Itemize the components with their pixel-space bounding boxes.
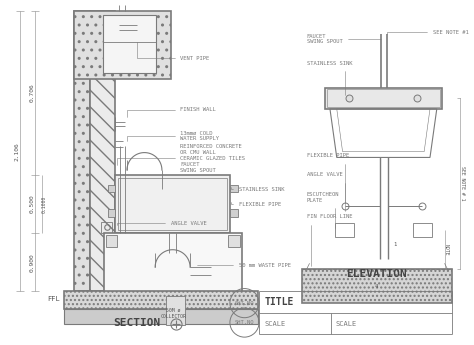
Bar [228, 235, 240, 247]
Bar [73, 11, 171, 79]
Text: STAINLESS SINK: STAINLESS SINK [231, 187, 284, 192]
Bar [327, 89, 440, 107]
Bar [115, 175, 230, 233]
Bar [325, 88, 442, 109]
Text: ANGLE VALVE: ANGLE VALVE [117, 221, 206, 226]
Bar [106, 235, 117, 247]
Text: NOTE: NOTE [444, 244, 449, 255]
Bar [118, 178, 227, 230]
Text: SCALE: SCALE [265, 321, 286, 326]
Text: 4: 4 [375, 284, 378, 289]
Text: SEE NOTE #1: SEE NOTE #1 [387, 30, 469, 34]
Text: SHT.NO: SHT.NO [235, 320, 254, 325]
Text: 2.106: 2.106 [15, 142, 20, 160]
Text: STAINLESS SINK: STAINLESS SINK [307, 61, 352, 96]
Text: 0.900: 0.900 [29, 253, 34, 272]
Bar [90, 11, 115, 292]
Text: 13mmø COLD
WATER SUPPLY: 13mmø COLD WATER SUPPLY [127, 131, 219, 141]
Bar [335, 224, 354, 237]
Bar [412, 224, 432, 237]
Text: 0.500: 0.500 [29, 195, 34, 214]
Text: TITLE: TITLE [265, 297, 294, 307]
Text: SHT.NO: SHT.NO [235, 300, 254, 306]
Text: SCALE: SCALE [336, 321, 357, 326]
Text: 50 mm WASTE PIPE: 50 mm WASTE PIPE [197, 263, 291, 268]
Bar [108, 185, 115, 193]
Bar [104, 233, 242, 296]
Bar [302, 269, 452, 303]
Text: FIN FLOOR LINE: FIN FLOOR LINE [307, 214, 352, 266]
Text: FINISH WALL: FINISH WALL [127, 107, 216, 117]
Bar [73, 11, 90, 292]
Text: SECTION: SECTION [113, 317, 160, 327]
Text: FLEXIBLE PIPE: FLEXIBLE PIPE [307, 153, 349, 203]
Bar [166, 296, 185, 325]
Text: 50M ø
COLLECTOR: 50M ø COLLECTOR [161, 308, 186, 319]
Bar [103, 15, 156, 73]
Text: VENT PIPE: VENT PIPE [137, 42, 210, 61]
Text: ESCUTCHEON
PLATE: ESCUTCHEON PLATE [307, 192, 339, 227]
Text: FFL: FFL [48, 296, 61, 302]
Text: 0.1000: 0.1000 [42, 195, 47, 213]
Text: REINFORCED CONCRETE
OR CMU WALL
CERAMIC GLAZED TILES
FAUCET
SWING SPOUT: REINFORCED CONCRETE OR CMU WALL CERAMIC … [117, 144, 246, 172]
Text: SEE NOTE # 1: SEE NOTE # 1 [459, 166, 465, 201]
Bar [230, 185, 237, 193]
Text: FAUCET
SWING SPOUT: FAUCET SWING SPOUT [307, 33, 381, 45]
Bar [101, 221, 112, 233]
Text: FLEXIBLE PIPE: FLEXIBLE PIPE [231, 201, 281, 207]
Bar [108, 209, 115, 217]
Bar [64, 309, 258, 324]
Bar [230, 209, 237, 217]
Text: 1: 1 [393, 242, 397, 247]
Text: ANGLE VALVE: ANGLE VALVE [307, 172, 345, 211]
Bar [64, 292, 258, 309]
Text: 0.706: 0.706 [29, 83, 34, 102]
Text: ELEVATION: ELEVATION [346, 269, 407, 279]
